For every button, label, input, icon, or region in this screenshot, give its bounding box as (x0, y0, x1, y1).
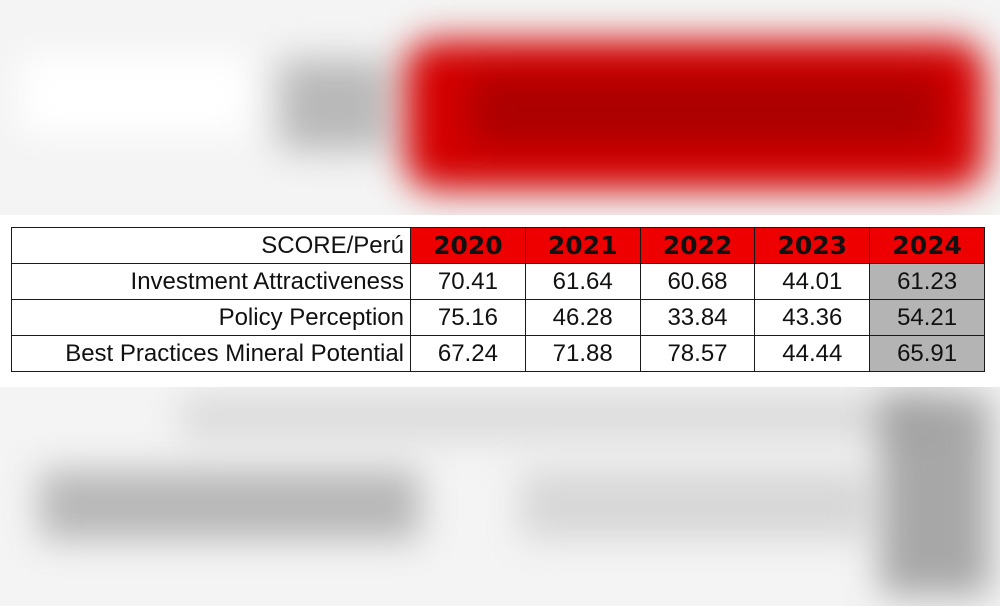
blur-shape (470, 75, 940, 145)
table-row: Investment Attractiveness 70.41 61.64 60… (11, 263, 985, 300)
table-row: Best Practices Mineral Potential 67.24 7… (11, 335, 985, 372)
table-cell: 44.44 (754, 335, 871, 372)
table-cell: 33.84 (639, 299, 756, 336)
table-cell: 71.88 (524, 335, 641, 372)
corner-label: SCORE/Perú (11, 227, 411, 264)
table-cell-highlighted: 65.91 (869, 335, 985, 372)
table-cell-highlighted: 61.23 (869, 263, 985, 300)
blur-shape (40, 470, 420, 540)
table-row: Policy Perception 75.16 46.28 33.84 43.3… (11, 299, 985, 336)
year-header-2024: 2024 (869, 227, 985, 264)
year-header-2021: 2021 (524, 227, 641, 264)
table-cell: 70.41 (410, 263, 526, 300)
blur-shape (880, 395, 990, 595)
table-cell: 60.68 (639, 263, 756, 300)
table-cell: 61.64 (524, 263, 641, 300)
row-label: Policy Perception (11, 299, 411, 336)
table-cell-highlighted: 54.21 (869, 299, 985, 336)
year-header-2022: 2022 (639, 227, 756, 264)
blur-shape (280, 60, 390, 150)
row-label: Best Practices Mineral Potential (11, 335, 411, 372)
header-row: SCORE/Perú 2020 2021 2022 2023 2024 (11, 227, 985, 264)
table-cell: 78.57 (639, 335, 756, 372)
blur-shape (20, 55, 250, 135)
year-header-2023: 2023 (754, 227, 871, 264)
year-header-2020: 2020 (410, 227, 526, 264)
row-label: Investment Attractiveness (11, 263, 411, 300)
table-cell: 43.36 (754, 299, 871, 336)
blur-shape (520, 470, 870, 540)
blur-shape (180, 395, 940, 440)
table-cell: 46.28 (524, 299, 641, 336)
table-cell: 44.01 (754, 263, 871, 300)
table-cell: 75.16 (410, 299, 526, 336)
table-cell: 67.24 (410, 335, 526, 372)
score-table: SCORE/Perú 2020 2021 2022 2023 2024 Inve… (11, 227, 985, 372)
